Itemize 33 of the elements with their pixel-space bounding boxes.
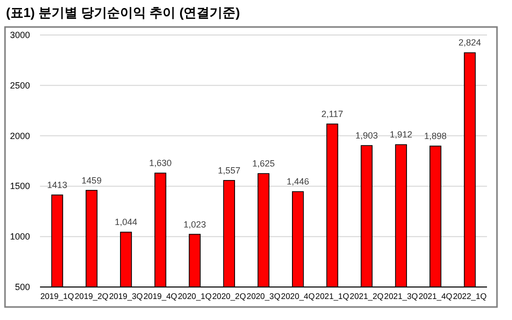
data-label: 1,023 [183, 219, 206, 230]
data-label: 1,044 [114, 217, 138, 228]
x-tick-label: 2019_2Q [74, 292, 108, 301]
data-label: 1413 [47, 180, 68, 190]
data-label: 2,117 [321, 109, 344, 120]
x-tick-label: 2022_1Q [452, 292, 487, 301]
y-tick-label: 2000 [10, 130, 30, 141]
x-tick-label: 2021_4Q [418, 292, 452, 301]
data-label: 2,824 [458, 38, 482, 48]
data-label: 1459 [82, 175, 102, 186]
data-label: 1,903 [355, 130, 378, 141]
y-tick-label: 1000 [10, 232, 30, 242]
y-tick-label: 500 [14, 282, 30, 292]
x-tick-label: 2021_2Q [350, 292, 384, 301]
data-label: 1,557 [218, 165, 240, 176]
data-label: 1,630 [149, 158, 172, 168]
y-tick-label: 3000 [10, 30, 30, 40]
x-tick-label: 2020_2Q [212, 292, 246, 301]
x-tick-label: 2019_3Q [109, 292, 143, 301]
x-tick-label: 2021_3Q [384, 292, 418, 301]
y-tick-label: 1500 [10, 181, 30, 192]
x-tick-label: 2020_4Q [281, 292, 315, 301]
data-label: 1,898 [424, 131, 447, 142]
data-label: 1,446 [286, 176, 310, 187]
x-tick-label: 2019_4Q [143, 292, 178, 301]
y-tick-label: 2500 [10, 80, 30, 90]
x-tick-label: 2021_1Q [315, 292, 350, 301]
chart-title: (표1) 분기별 당기순이익 추이 (연결기준) [6, 5, 240, 20]
x-tick-label: 2020_3Q [246, 292, 280, 301]
data-label: 1,912 [390, 130, 412, 140]
data-label: 1,625 [252, 158, 275, 169]
x-tick-label: 2020_1Q [178, 292, 212, 301]
x-tick-label: 2019_1Q [40, 292, 74, 301]
